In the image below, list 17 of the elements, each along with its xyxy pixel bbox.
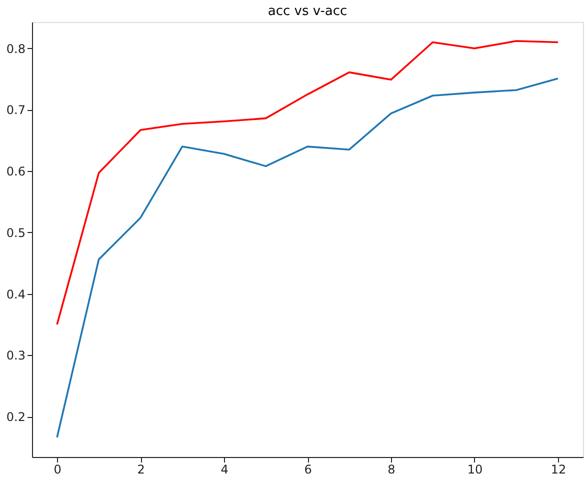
- y-tick-label: 0.8: [6, 42, 26, 56]
- x-tick-label: 12: [550, 462, 566, 476]
- line-series: [56, 78, 559, 438]
- x-tick-label: 6: [304, 462, 312, 476]
- x-tick-label: 0: [54, 462, 62, 476]
- x-tick-label: 8: [388, 462, 396, 476]
- y-tick-label: 0.7: [6, 103, 26, 118]
- y-tick-label: 0.5: [6, 226, 26, 240]
- y-tick-label: 0.6: [6, 164, 26, 179]
- y-tick-label: 0.3: [6, 348, 26, 363]
- chart-title: acc vs v-acc: [268, 4, 348, 19]
- y-tick-label: 0.4: [6, 287, 26, 302]
- x-tick-label: 2: [137, 462, 145, 476]
- x-tick-label: 4: [220, 462, 228, 476]
- x-tick-label: 10: [467, 462, 483, 476]
- line-series: [56, 40, 559, 326]
- y-tick-label: 0.2: [6, 410, 26, 424]
